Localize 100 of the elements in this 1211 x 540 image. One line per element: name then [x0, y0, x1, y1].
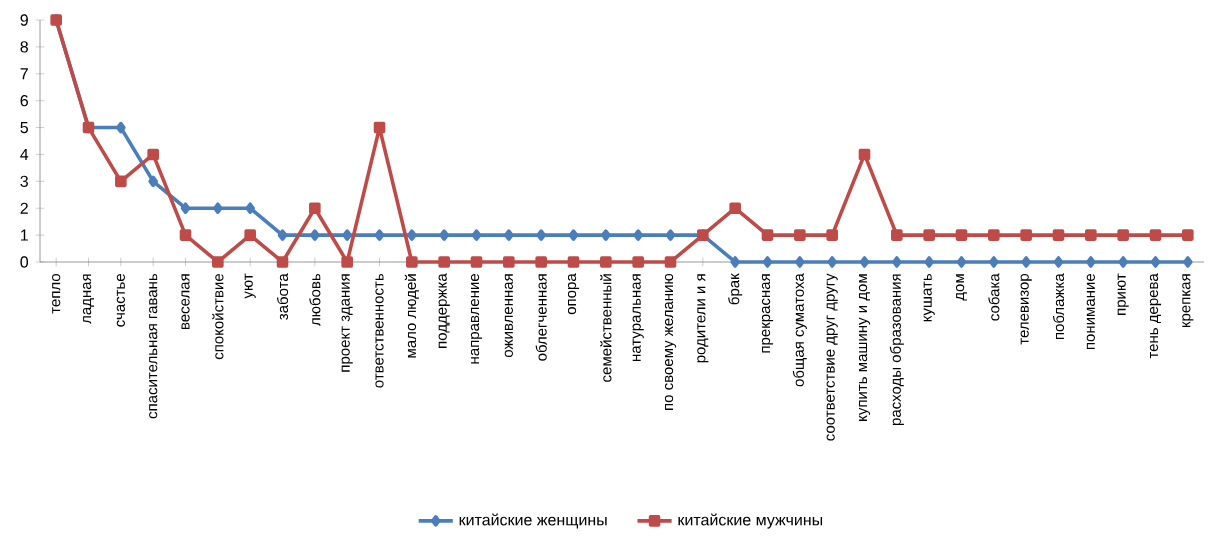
x-tick-label: крепкая: [1182, 274, 1194, 328]
point: [665, 229, 676, 241]
y-tick-label: 1: [21, 229, 28, 241]
point: [761, 229, 774, 241]
point: [859, 256, 870, 268]
point: [1149, 229, 1162, 241]
x-tick-label: дом: [955, 274, 968, 301]
x-tick-label: спокойствие: [212, 273, 224, 360]
point: [568, 229, 579, 241]
point: [1053, 256, 1064, 268]
x-tick-label: проект здания: [341, 274, 353, 372]
point: [1020, 229, 1032, 241]
point: [1021, 256, 1031, 268]
legend-label: китайские мужчины: [678, 513, 823, 529]
point: [1086, 256, 1096, 268]
x-tick-label: прекрасная: [761, 274, 774, 353]
x-tick-label: опора: [567, 273, 580, 315]
y-tick-label: 2: [20, 202, 28, 214]
point: [1118, 256, 1128, 268]
x-tick-label: общая суматоха: [792, 273, 807, 387]
point: [439, 229, 449, 241]
point: [1183, 256, 1193, 268]
point: [730, 256, 740, 268]
point: [567, 256, 580, 268]
point: [504, 229, 514, 241]
point: [892, 256, 902, 268]
point: [115, 175, 127, 188]
point: [601, 229, 611, 241]
point: [277, 229, 288, 241]
point: [309, 202, 321, 215]
x-tick-label: телевизор: [1020, 273, 1032, 345]
x-tick-label: родители и я: [697, 274, 709, 363]
y-tick-label: 5: [20, 121, 28, 134]
point: [406, 256, 418, 268]
point: [1117, 229, 1129, 241]
y-tick-label: 0: [20, 256, 29, 268]
point: [471, 229, 482, 241]
point: [148, 175, 158, 188]
x-tick-label: семейственный: [600, 274, 612, 382]
x-tick-label: ладная: [82, 274, 95, 324]
point: [438, 256, 450, 268]
point: [729, 202, 741, 215]
point: [1182, 229, 1194, 241]
point: [180, 202, 191, 215]
x-tick-label: брак: [728, 273, 743, 305]
y-tick-label: 3: [20, 175, 28, 187]
point: [374, 229, 385, 241]
x-tick-label: направление: [470, 273, 483, 364]
point: [795, 256, 805, 268]
point: [535, 256, 547, 268]
point: [342, 229, 352, 241]
x-tick-label: по своему желанию: [664, 273, 677, 410]
point: [858, 148, 871, 161]
x-tick-label: забота: [276, 273, 289, 320]
point: [147, 148, 159, 161]
point: [503, 256, 515, 268]
x-tick-label: оживленная: [504, 274, 513, 358]
y-tick-label: 4: [20, 148, 29, 160]
point: [794, 229, 806, 241]
x-tick-label: мало людей: [404, 274, 419, 358]
point: [373, 121, 386, 134]
point: [1085, 229, 1097, 241]
point: [923, 229, 935, 241]
point: [826, 229, 838, 241]
point: [600, 256, 612, 268]
point: [827, 256, 837, 268]
point: [407, 229, 417, 241]
point: [276, 256, 289, 268]
y-tick-label: 6: [20, 95, 28, 107]
point: [632, 256, 644, 268]
x-tick-label: тень дерева: [1149, 273, 1162, 359]
x-tick-label: любовь: [309, 273, 321, 326]
point: [633, 229, 643, 241]
x-tick-label: поблажка: [1052, 273, 1065, 340]
x-tick-label: натуральная: [632, 274, 644, 361]
y-tick-label: 7: [20, 68, 28, 80]
x-tick-label: понимание: [1086, 273, 1095, 350]
x-tick-label: кушать: [923, 273, 935, 322]
y-tick-label: 9: [20, 14, 28, 26]
point: [891, 229, 903, 241]
point: [988, 229, 1000, 241]
point: [1052, 229, 1065, 241]
x-tick-label: приют: [1117, 273, 1129, 315]
x-tick-label: уют: [244, 273, 256, 299]
point: [989, 256, 999, 268]
point: [664, 256, 677, 268]
point: [116, 121, 126, 134]
x-tick-label: собака: [988, 273, 1000, 321]
y-tick-label: 8: [20, 41, 28, 53]
point: [245, 202, 255, 215]
x-tick-label: поддержка: [438, 273, 450, 348]
x-tick-label: облегченная: [535, 274, 547, 361]
point: [244, 229, 256, 241]
point: [470, 256, 483, 268]
point: [341, 256, 353, 268]
point: [956, 256, 967, 268]
x-tick-label: тепло: [52, 273, 61, 314]
point: [924, 256, 934, 268]
point: [536, 229, 546, 241]
x-tick-label: ответственность: [375, 273, 384, 388]
